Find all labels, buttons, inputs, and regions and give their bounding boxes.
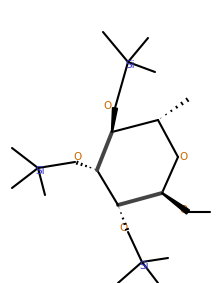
Polygon shape <box>112 108 117 132</box>
Text: O: O <box>104 101 112 111</box>
Text: O: O <box>179 205 187 215</box>
Text: O: O <box>179 152 187 162</box>
Text: O: O <box>119 223 127 233</box>
Text: O: O <box>73 152 81 162</box>
Text: Si: Si <box>125 60 135 70</box>
Polygon shape <box>162 193 189 214</box>
Text: Si: Si <box>139 261 149 271</box>
Text: Si: Si <box>35 166 45 176</box>
